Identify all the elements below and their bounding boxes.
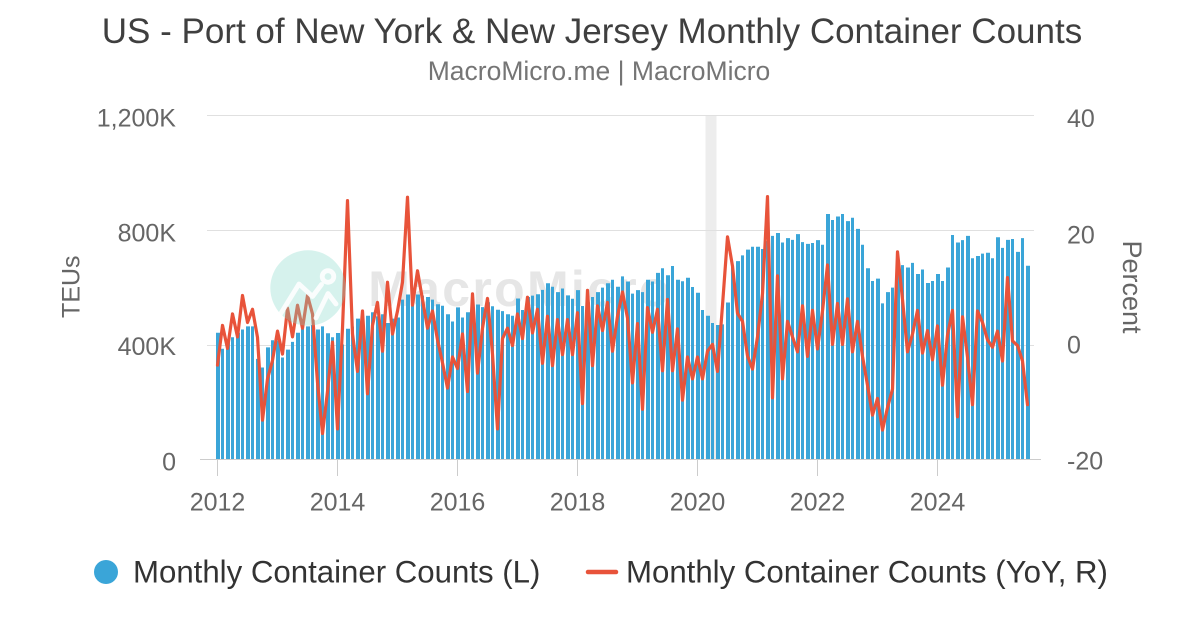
svg-text:0: 0 xyxy=(1067,332,1081,360)
svg-text:2016: 2016 xyxy=(430,489,486,517)
svg-text:40: 40 xyxy=(1067,105,1095,133)
svg-text:1,200K: 1,200K xyxy=(97,105,177,133)
svg-text:2020: 2020 xyxy=(670,489,726,517)
svg-text:2014: 2014 xyxy=(310,489,366,517)
svg-text:2022: 2022 xyxy=(790,489,846,517)
svg-text:800K: 800K xyxy=(118,219,177,247)
svg-text:-20: -20 xyxy=(1067,448,1103,476)
svg-text:2018: 2018 xyxy=(550,489,606,517)
svg-text:20: 20 xyxy=(1067,222,1095,250)
svg-text:US - Port of New York & New Je: US - Port of New York & New Jersey Month… xyxy=(102,12,1082,51)
svg-text:400K: 400K xyxy=(118,333,177,361)
svg-text:2024: 2024 xyxy=(910,489,966,517)
svg-text:Percent: Percent xyxy=(1117,240,1147,334)
svg-text:0: 0 xyxy=(162,449,176,477)
svg-text:TEUs: TEUs xyxy=(58,255,86,318)
svg-text:MacroMicro.me | MacroMicro: MacroMicro.me | MacroMicro xyxy=(428,56,771,86)
svg-text:Monthly Container Counts (YoY,: Monthly Container Counts (YoY, R) xyxy=(626,555,1108,590)
svg-text:2012: 2012 xyxy=(190,489,246,517)
svg-text:Monthly Container Counts (L): Monthly Container Counts (L) xyxy=(133,555,540,590)
